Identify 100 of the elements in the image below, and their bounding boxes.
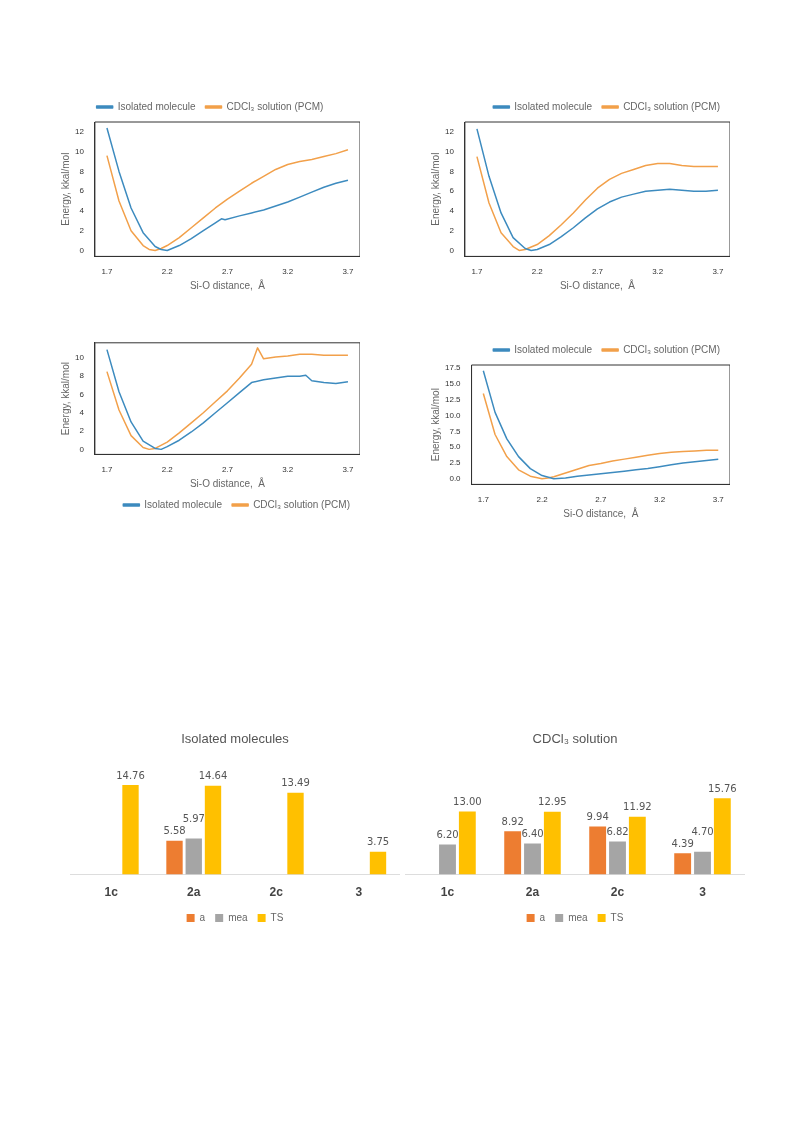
bar bbox=[504, 831, 522, 875]
legend-label: a bbox=[199, 911, 206, 923]
y-axis-title: Energy, kkal/mol bbox=[429, 388, 441, 462]
y-tick-label: 6 bbox=[79, 389, 85, 399]
x-tick-label: 1.7 bbox=[101, 465, 114, 475]
x-tick-label: 1c bbox=[104, 885, 119, 900]
data-label: 6.20 bbox=[436, 829, 459, 841]
data-label: 14.76 bbox=[116, 769, 145, 781]
x-axis-title: Si-O distance, Å bbox=[563, 506, 639, 519]
legend-label: a bbox=[539, 911, 546, 923]
y-tick-label: 4 bbox=[79, 407, 85, 417]
x-tick-label: 3.2 bbox=[282, 465, 294, 475]
y-tick-label: 12.5 bbox=[444, 394, 462, 404]
legend-label: TS bbox=[610, 911, 624, 923]
y-axis-title: Energy, kkal/mol bbox=[429, 152, 441, 226]
x-tick-label: 2c bbox=[610, 885, 625, 900]
data-label: 12.95 bbox=[538, 796, 567, 808]
x-tick-label: 2.7 bbox=[591, 267, 604, 277]
y-tick-label: 10.0 bbox=[444, 410, 462, 420]
y-tick-label: 15.0 bbox=[444, 379, 462, 389]
data-label: 9.94 bbox=[586, 810, 609, 822]
y-tick-label: 0 bbox=[449, 245, 455, 255]
legend-label: mea bbox=[568, 911, 589, 923]
y-tick-label: 4 bbox=[79, 206, 85, 216]
y-tick-label: 8 bbox=[449, 166, 455, 176]
y-tick-label: 17.5 bbox=[444, 363, 462, 373]
bar bbox=[185, 838, 202, 875]
x-axis-title: Si-O distance, Å bbox=[189, 278, 266, 291]
x-tick-label: 2.2 bbox=[531, 267, 544, 277]
y-tick-label: 10 bbox=[74, 353, 85, 363]
y-tick-label: 2 bbox=[79, 225, 85, 235]
bar bbox=[369, 851, 387, 875]
bar bbox=[609, 841, 626, 875]
x-tick-label: 2.7 bbox=[221, 267, 234, 277]
bar bbox=[287, 792, 304, 875]
y-tick-label: 2 bbox=[79, 426, 85, 436]
bar bbox=[458, 811, 476, 875]
y-tick-label: 0 bbox=[79, 444, 85, 454]
x-axis-title: Si-O distance, Å bbox=[559, 278, 636, 291]
x-tick-label: 2.7 bbox=[221, 465, 234, 475]
legend-label: TS bbox=[270, 911, 284, 923]
data-label: 6.40 bbox=[521, 828, 544, 840]
x-tick-label: 2c bbox=[269, 885, 284, 900]
bar bbox=[204, 785, 222, 875]
data-label: 4.70 bbox=[691, 825, 714, 837]
x-tick-label: 2.2 bbox=[161, 465, 174, 475]
x-tick-label: 1.7 bbox=[471, 267, 484, 277]
bar bbox=[674, 853, 692, 875]
bar bbox=[628, 816, 646, 875]
x-tick-label: 3.2 bbox=[282, 267, 294, 277]
x-tick-label: 3.2 bbox=[653, 495, 666, 505]
data-label: 15.76 bbox=[708, 782, 737, 794]
y-tick-label: 7.5 bbox=[449, 426, 462, 436]
x-tick-label: 2.2 bbox=[536, 495, 549, 505]
y-tick-label: 8 bbox=[79, 166, 85, 176]
y-tick-label: 6 bbox=[449, 186, 455, 196]
y-tick-label: 2.5 bbox=[449, 458, 462, 468]
legend-label: Isolated molecule bbox=[514, 343, 593, 355]
x-tick-label: 3.7 bbox=[342, 465, 355, 475]
legend-label: Isolated molecule bbox=[144, 498, 223, 510]
chart-title: Isolated molecules bbox=[181, 731, 290, 747]
data-label: 11.92 bbox=[623, 801, 652, 813]
data-label: 6.82 bbox=[606, 826, 629, 838]
bar bbox=[694, 851, 711, 875]
y-tick-label: 12 bbox=[74, 127, 85, 137]
legend-label: CDCl₃ solution (PCM) bbox=[623, 343, 721, 355]
x-tick-label: 3.7 bbox=[712, 495, 725, 505]
y-tick-label: 10 bbox=[444, 146, 455, 156]
y-tick-label: 0 bbox=[79, 245, 85, 255]
data-label: 8.92 bbox=[501, 815, 524, 827]
x-tick-label: 3.2 bbox=[652, 267, 664, 277]
bar bbox=[166, 840, 183, 875]
x-tick-label: 3 bbox=[355, 885, 363, 900]
y-tick-label: 8 bbox=[79, 371, 85, 381]
y-axis-title: Energy, kkal/mol bbox=[59, 152, 71, 226]
y-tick-label: 2 bbox=[449, 225, 455, 235]
bar bbox=[543, 811, 561, 875]
x-tick-label: 1.7 bbox=[477, 495, 490, 505]
legend-label: mea bbox=[228, 911, 249, 923]
y-axis-title: Energy, kkal/mol bbox=[59, 362, 71, 436]
chart-title: CDCl₃ solution bbox=[532, 731, 618, 747]
data-label: 5.97 bbox=[182, 813, 205, 825]
y-tick-label: 0.0 bbox=[449, 473, 462, 483]
legend-label: Isolated molecule bbox=[117, 100, 196, 112]
y-tick-label: 12 bbox=[444, 127, 455, 137]
bar bbox=[713, 798, 731, 875]
legend-label: Isolated molecule bbox=[514, 100, 593, 112]
x-tick-label: 1.7 bbox=[101, 267, 114, 277]
x-tick-label: 2a bbox=[187, 885, 201, 900]
data-label: 4.39 bbox=[671, 837, 694, 849]
data-label: 14.64 bbox=[198, 770, 228, 782]
x-tick-label: 3 bbox=[699, 885, 707, 900]
x-tick-label: 3.7 bbox=[712, 267, 725, 277]
bar bbox=[589, 826, 607, 875]
x-axis-title: Si-O distance, Å bbox=[189, 476, 266, 489]
legend-label: CDCl₃ solution (PCM) bbox=[623, 100, 721, 112]
y-tick-label: 6 bbox=[79, 186, 85, 196]
bar bbox=[439, 844, 456, 875]
legend-label: CDCl₃ solution (PCM) bbox=[253, 498, 351, 510]
y-tick-label: 4 bbox=[449, 206, 455, 216]
